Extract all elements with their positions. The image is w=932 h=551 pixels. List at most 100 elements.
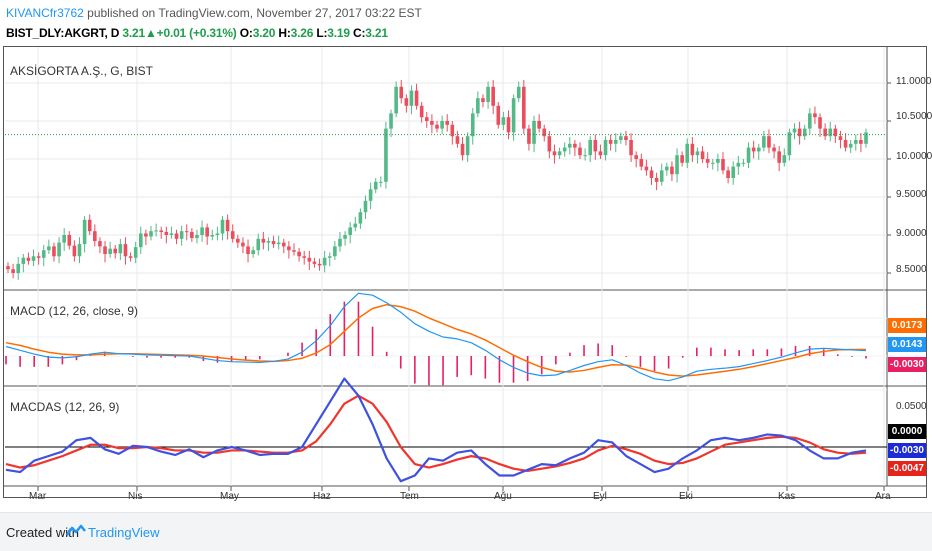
publish-line: KIVANCfr3762 published on TradingView.co… xyxy=(6,6,422,20)
candle-body xyxy=(220,219,225,234)
candle-body xyxy=(629,140,633,156)
candle-body xyxy=(802,128,807,137)
candle-body xyxy=(670,166,674,175)
candle-body xyxy=(859,140,863,144)
macdas-pane-title: MACDAS (12, 26, 9) xyxy=(10,400,120,414)
candle-body xyxy=(848,143,853,148)
candle-body xyxy=(685,143,690,163)
candle-body xyxy=(384,128,388,182)
candle-body xyxy=(190,231,194,239)
candle-body xyxy=(368,189,373,201)
candle-body xyxy=(440,121,444,129)
candle-body xyxy=(782,155,787,163)
candle-body xyxy=(113,248,118,254)
candle-body xyxy=(516,86,521,99)
macd-hist-tag: -0.0030 xyxy=(888,357,926,372)
candle-body xyxy=(639,159,644,167)
candle-body xyxy=(210,235,215,237)
candle-body xyxy=(31,256,36,261)
candle-body xyxy=(292,250,296,252)
candle-body xyxy=(578,147,582,156)
candle-body xyxy=(700,151,705,159)
tradingview-brand-link[interactable]: TradingView xyxy=(88,525,160,540)
candle-body xyxy=(6,266,10,270)
candle-body xyxy=(787,132,792,156)
candle-body xyxy=(87,219,92,232)
tradingview-logo-icon[interactable] xyxy=(66,523,86,539)
candle-body xyxy=(465,136,470,156)
candle-body xyxy=(853,140,858,144)
symbol-label: BIST_DLY:AKGRT, D xyxy=(6,26,120,40)
candle-body xyxy=(200,227,204,235)
x-tick-label: Haz xyxy=(313,491,331,502)
candle-body xyxy=(777,151,781,163)
up-arrow-icon: ▲ xyxy=(144,26,157,40)
candle-body xyxy=(659,170,664,182)
candle-body xyxy=(98,241,102,247)
candle-body xyxy=(450,124,455,137)
candle-body xyxy=(409,90,414,106)
macdas-signal-tag: -0.0047 xyxy=(888,461,926,476)
candle-body xyxy=(205,227,209,237)
candle-body xyxy=(567,143,572,148)
candle-body xyxy=(128,256,133,258)
macd-line-tag: 0.0143 xyxy=(888,337,926,352)
chart-frame[interactable] xyxy=(3,46,927,498)
candle-body xyxy=(624,136,628,140)
candle-body xyxy=(797,128,802,137)
candle-body xyxy=(41,250,46,258)
candle-body xyxy=(445,121,450,125)
candle-body xyxy=(828,128,833,137)
candle-body xyxy=(230,231,235,239)
candle-body xyxy=(695,151,700,156)
macdas-line-tag: -0.0030 xyxy=(888,443,926,458)
candle-body xyxy=(588,140,593,156)
candle-body xyxy=(82,219,87,245)
candle-body xyxy=(552,151,557,156)
candle-body xyxy=(522,86,526,129)
candle-body xyxy=(271,241,276,245)
candle-body xyxy=(72,245,77,257)
x-tick-label: May xyxy=(220,491,239,502)
candle-body xyxy=(281,242,286,247)
candle-body xyxy=(394,86,398,114)
candle-body xyxy=(838,136,843,140)
macdas-ytick: 0.0500 xyxy=(896,401,927,412)
candle-body xyxy=(527,128,531,144)
candle-body xyxy=(476,98,480,114)
candle-body xyxy=(665,166,669,171)
x-tick-label: Nis xyxy=(128,491,143,502)
candle-body xyxy=(562,147,567,152)
candle-body xyxy=(710,162,715,164)
candle-body xyxy=(741,162,746,164)
candle-body xyxy=(297,251,301,257)
candle-body xyxy=(149,231,153,237)
candle-body xyxy=(93,231,97,242)
candle-body xyxy=(680,155,684,163)
candle-body xyxy=(675,155,679,175)
candle-body xyxy=(532,121,536,144)
candle-body xyxy=(266,241,271,243)
candle-body xyxy=(455,136,460,144)
price-ytick: 11.0000 xyxy=(896,76,932,87)
candle-body xyxy=(583,155,587,157)
x-tick-label: Mar xyxy=(29,491,47,502)
author-link[interactable]: KIVANCfr3762 xyxy=(6,6,84,20)
candle-body xyxy=(179,231,184,239)
high-label: H: xyxy=(278,26,291,40)
candle-body xyxy=(363,200,368,213)
candle-body xyxy=(379,181,383,183)
price-pane-title: AKSİGORTA A.Ş., G, BIST xyxy=(10,64,153,78)
candle-body xyxy=(195,235,199,239)
candle-body xyxy=(613,140,618,144)
candle-body xyxy=(256,238,261,251)
chart-canvas[interactable] xyxy=(0,0,932,512)
candle-body xyxy=(52,246,56,257)
candle-body xyxy=(726,170,730,178)
close-value: 3.21 xyxy=(365,26,388,40)
candle-body xyxy=(399,86,404,99)
low-value: 3.19 xyxy=(327,26,350,40)
candle-body xyxy=(77,244,82,257)
candle-body xyxy=(138,233,143,248)
candle-body xyxy=(557,151,562,156)
